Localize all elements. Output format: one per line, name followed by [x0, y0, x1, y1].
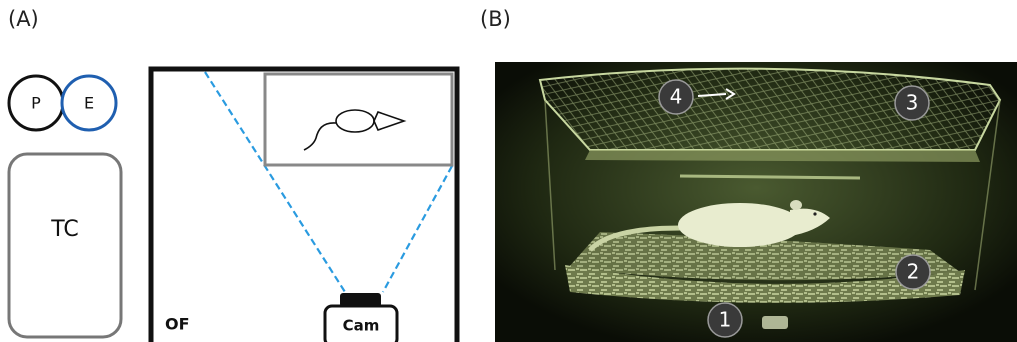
panel-label: (B)	[480, 7, 511, 31]
figure: (A) P E TC Cam OF (B) 1 2 3 4	[0, 0, 1017, 342]
object	[762, 316, 788, 329]
electrode-label: E	[84, 94, 94, 113]
marker-label: 2	[907, 260, 920, 284]
marker-label: 1	[719, 308, 732, 332]
arena-label: OF	[165, 315, 190, 334]
panel-label: (A)	[8, 7, 39, 31]
monitor-box	[265, 74, 452, 165]
marker-label: 4	[670, 85, 683, 109]
camera-label: Cam	[343, 317, 380, 335]
controller-box	[9, 154, 121, 337]
marker-label: 3	[906, 91, 919, 115]
controller-label: TC	[50, 217, 79, 242]
probe-label: P	[31, 94, 41, 113]
